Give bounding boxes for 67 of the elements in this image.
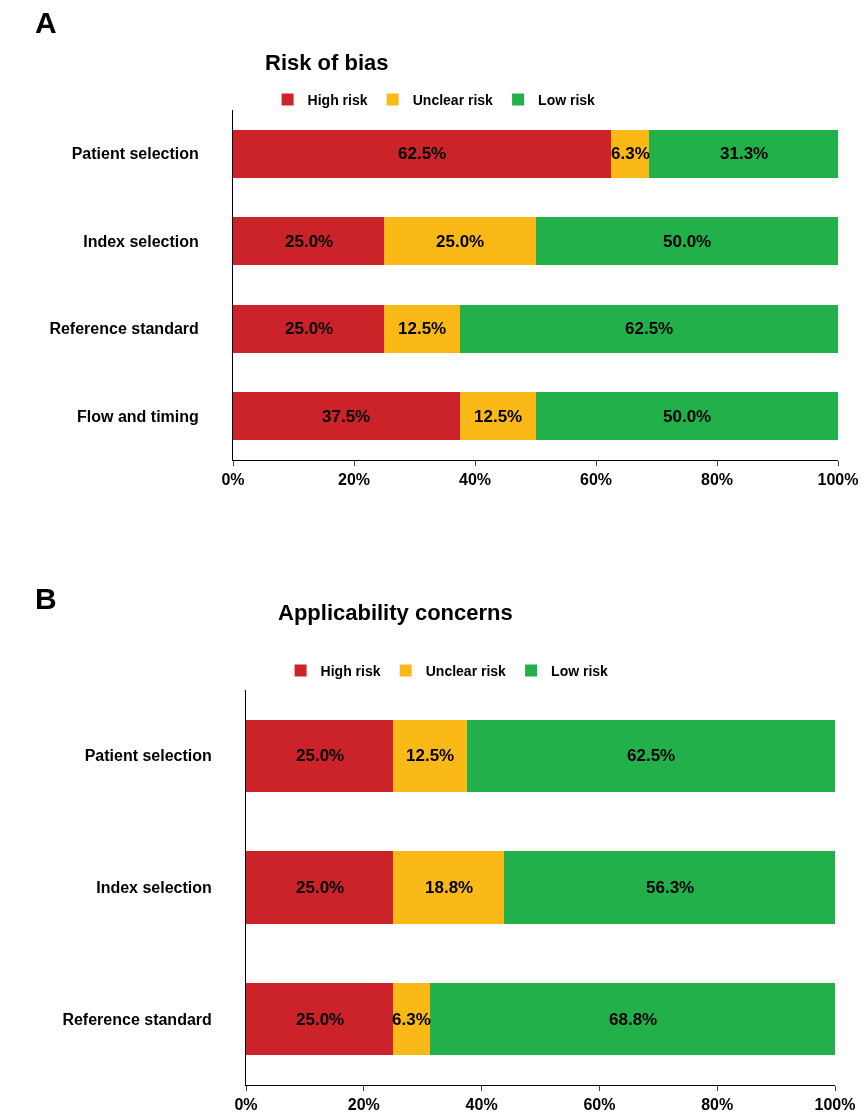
data-label: 62.5% [627,746,676,765]
x-tick-label: 80% [700,471,734,489]
bar [459,392,536,441]
x-tick-label: 100% [814,1096,856,1114]
data-label: 37.5% [322,407,371,426]
bar [503,851,835,924]
bar [535,392,838,441]
data-label: 62.5% [398,144,447,163]
bar [233,217,385,266]
legend-label: Low risk [551,663,609,680]
text: A [35,6,57,39]
x-tick-label: 80% [701,1096,734,1114]
data-label: 18.8% [425,878,474,897]
data-label: 62.5% [625,319,674,338]
bar [430,982,835,1056]
x-tick-label: 0% [221,471,245,489]
bar [246,719,394,793]
data-label: 31.3% [720,144,769,163]
y-tick-label: Patient selection [71,145,199,163]
y-tick-label: Index selection [83,232,199,250]
bar [649,129,838,178]
legend-label: High risk [307,92,368,109]
x-tick-label: 0% [234,1096,258,1114]
x-tick-label: 40% [465,1096,498,1114]
bar [233,304,385,353]
chart-title: Applicability concerns [278,600,513,625]
data-label: 12.5% [474,407,523,426]
bar [466,719,835,793]
data-label: 25.0% [296,878,345,897]
legend-label: Unclear risk [425,663,507,680]
x-tick-label: 20% [337,471,371,489]
x-tick-label: 40% [458,471,492,489]
chart-title: Risk of bias [265,50,389,75]
y-tick-label: Reference standard [49,320,199,338]
legend-label: High risk [320,663,381,680]
data-label: 50.0% [663,232,712,251]
bar [393,851,504,924]
bar [535,217,838,266]
text: B [35,582,57,615]
data-label: 12.5% [398,319,447,338]
y-tick-label: Flow and timing [77,407,199,425]
legend-label: Unclear risk [412,92,494,109]
y-tick-label: Reference standard [62,1010,212,1028]
bar [459,304,838,353]
y-tick-label: Patient selection [84,747,212,765]
legend-label: Low risk [538,92,596,109]
data-label: 25.0% [285,232,334,251]
bar [246,982,394,1056]
x-tick-label: 60% [583,1096,616,1114]
x-tick-label: 100% [817,471,859,489]
bar [384,217,536,266]
y-tick-label: Index selection [96,879,212,897]
bar [233,129,612,178]
data-label: 50.0% [663,407,712,426]
bar [246,851,394,924]
bar [384,304,460,353]
data-label: 25.0% [285,319,334,338]
bar [393,719,467,793]
x-tick-label: 60% [579,471,613,489]
data-label: 25.0% [436,232,485,251]
x-tick-label: 20% [347,1096,380,1114]
bar [233,392,460,441]
data-label: 25.0% [296,1010,345,1029]
data-label: 12.5% [406,746,455,765]
data-label: 56.3% [646,878,695,897]
data-label: 25.0% [296,746,345,765]
data-label: 68.8% [609,1010,658,1029]
